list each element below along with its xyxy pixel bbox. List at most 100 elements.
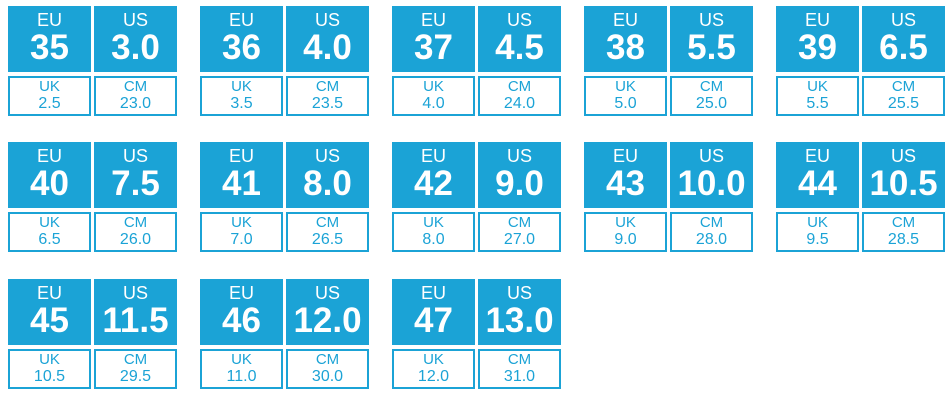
us-label: US [890, 146, 916, 166]
uk-size: 3.5 [230, 95, 253, 112]
eu-size: 37 [414, 28, 453, 67]
cm-cell: CM 28.0 [670, 212, 753, 252]
cm-label: CM [123, 351, 148, 368]
cm-cell: CM 23.0 [94, 76, 177, 116]
eu-label: EU [420, 146, 446, 166]
uk-cell: UK 4.0 [392, 76, 475, 116]
uk-cell: UK 11.0 [200, 349, 283, 389]
us-cell: US 13.0 [478, 279, 561, 345]
size-card: EU 42 US 9.0 UK 8.0 CM 27.0 [392, 142, 561, 252]
cm-label: CM [699, 78, 724, 95]
eu-label: EU [804, 146, 830, 166]
size-card: EU 35 US 3.0 UK 2.5 CM 23.0 [8, 6, 177, 116]
uk-size: 9.5 [806, 231, 829, 248]
us-cell: US 11.5 [94, 279, 177, 345]
cm-label: CM [315, 78, 340, 95]
uk-label: UK [39, 78, 60, 95]
us-size: 8.0 [303, 164, 352, 203]
uk-label: UK [807, 214, 828, 231]
us-label: US [314, 10, 340, 30]
eu-label: EU [228, 146, 254, 166]
cm-size: 28.0 [695, 231, 728, 248]
uk-size: 11.0 [226, 368, 257, 385]
cm-size: 23.5 [311, 95, 344, 112]
cm-size: 26.5 [311, 231, 344, 248]
eu-size: 47 [414, 301, 453, 340]
us-size: 4.5 [495, 28, 544, 67]
uk-size: 8.0 [422, 231, 445, 248]
eu-label: EU [804, 10, 830, 30]
eu-size: 43 [606, 164, 645, 203]
uk-size: 5.0 [614, 95, 637, 112]
us-size: 10.5 [869, 164, 938, 203]
us-label: US [506, 146, 532, 166]
uk-cell: UK 5.0 [584, 76, 667, 116]
uk-size: 9.0 [614, 231, 637, 248]
us-cell: US 4.5 [478, 6, 561, 72]
us-label: US [506, 10, 532, 30]
cm-cell: CM 27.0 [478, 212, 561, 252]
size-card: EU 36 US 4.0 UK 3.5 CM 23.5 [200, 6, 369, 116]
us-size: 12.0 [293, 301, 362, 340]
uk-cell: UK 12.0 [392, 349, 475, 389]
uk-size: 6.5 [38, 231, 61, 248]
size-card: EU 41 US 8.0 UK 7.0 CM 26.5 [200, 142, 369, 252]
uk-label: UK [39, 351, 60, 368]
uk-cell: UK 10.5 [8, 349, 91, 389]
uk-label: UK [615, 78, 636, 95]
cm-label: CM [315, 351, 340, 368]
us-size: 6.5 [879, 28, 928, 67]
cm-label: CM [507, 78, 532, 95]
us-label: US [506, 283, 532, 303]
uk-cell: UK 6.5 [8, 212, 91, 252]
cm-cell: CM 26.0 [94, 212, 177, 252]
cm-label: CM [891, 214, 916, 231]
eu-label: EU [228, 283, 254, 303]
uk-label: UK [231, 351, 252, 368]
us-cell: US 5.5 [670, 6, 753, 72]
us-cell: US 4.0 [286, 6, 369, 72]
us-cell: US 6.5 [862, 6, 945, 72]
eu-cell: EU 46 [200, 279, 283, 345]
us-label: US [314, 283, 340, 303]
cm-size: 28.5 [887, 231, 920, 248]
uk-size: 5.5 [806, 95, 829, 112]
uk-label: UK [807, 78, 828, 95]
cm-cell: CM 25.5 [862, 76, 945, 116]
eu-size: 38 [606, 28, 645, 67]
cm-cell: CM 31.0 [478, 349, 561, 389]
uk-cell: UK 2.5 [8, 76, 91, 116]
us-size: 3.0 [111, 28, 160, 67]
uk-size: 12.0 [417, 368, 450, 385]
eu-cell: EU 40 [8, 142, 91, 208]
us-size: 10.0 [677, 164, 746, 203]
us-cell: US 3.0 [94, 6, 177, 72]
eu-label: EU [36, 283, 62, 303]
us-label: US [122, 283, 148, 303]
cm-size: 25.5 [887, 95, 920, 112]
cm-size: 23.0 [119, 95, 152, 112]
size-card: EU 43 US 10.0 UK 9.0 CM 28.0 [584, 142, 753, 252]
uk-size: 4.0 [422, 95, 445, 112]
cm-size: 26.0 [119, 231, 152, 248]
eu-cell: EU 45 [8, 279, 91, 345]
cm-label: CM [123, 78, 148, 95]
cm-size: 29.5 [119, 368, 152, 385]
eu-label: EU [36, 10, 62, 30]
cm-label: CM [315, 214, 340, 231]
uk-cell: UK 5.5 [776, 76, 859, 116]
cm-cell: CM 24.0 [478, 76, 561, 116]
eu-cell: EU 42 [392, 142, 475, 208]
us-cell: US 10.5 [862, 142, 945, 208]
uk-label: UK [423, 78, 444, 95]
uk-label: UK [231, 214, 252, 231]
cm-label: CM [123, 214, 148, 231]
eu-cell: EU 43 [584, 142, 667, 208]
us-label: US [698, 10, 724, 30]
cm-label: CM [699, 214, 724, 231]
eu-cell: EU 36 [200, 6, 283, 72]
uk-size: 7.0 [230, 231, 253, 248]
eu-size: 36 [222, 28, 261, 67]
us-label: US [314, 146, 340, 166]
size-card: EU 40 US 7.5 UK 6.5 CM 26.0 [8, 142, 177, 252]
